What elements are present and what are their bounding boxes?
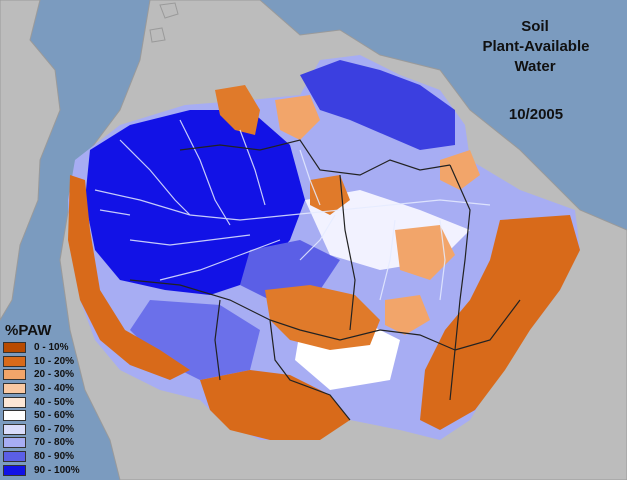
legend-item: 60 - 70% [3, 423, 113, 437]
legend-label: 20 - 30% [34, 369, 75, 381]
map-legend: %PAW 0 - 10% 10 - 20% 20 - 30% 30 - 40% … [3, 322, 113, 477]
legend-swatch [3, 437, 26, 449]
legend-item: 80 - 90% [3, 450, 113, 464]
legend-swatch [3, 342, 26, 354]
legend-swatch [3, 451, 26, 463]
dry-region-west-coast [68, 175, 190, 380]
legend-label: 30 - 40% [34, 383, 75, 395]
legend-label: 0 - 10% [34, 342, 69, 354]
dry-region-north [215, 85, 260, 135]
land-mass [0, 0, 61, 321]
wet-region-north [300, 60, 455, 150]
dry-region-south [200, 370, 350, 440]
map-title-line3: Water [514, 58, 556, 75]
island [159, 2, 179, 19]
dry-region-east [420, 215, 580, 430]
map-date: 10/2005 [508, 106, 564, 123]
legend-item: 40 - 50% [3, 395, 113, 409]
wet-region-central [240, 240, 340, 300]
dry-region-mid [395, 225, 455, 280]
legend-label: 10 - 20% [34, 355, 75, 367]
country-borders [129, 139, 521, 421]
legend-swatch [3, 464, 26, 476]
legend-item: 0 - 10% [3, 341, 113, 355]
legend-swatch [3, 383, 26, 395]
legend-swatch [3, 410, 26, 422]
river-network [94, 119, 491, 301]
legend-item: 20 - 30% [3, 368, 113, 382]
map-title-line2: Plant-Available [482, 38, 590, 55]
legend-swatch [3, 396, 26, 408]
legend-item: 30 - 40% [3, 382, 113, 396]
legend-item: 10 - 20% [3, 355, 113, 369]
legend-label: 70 - 80% [34, 437, 75, 449]
legend-item: 90 - 100% [3, 463, 113, 477]
island [149, 27, 166, 43]
legend-swatch [3, 423, 26, 435]
dry-region-north [275, 95, 320, 140]
legend-label: 80 - 90% [34, 451, 75, 463]
legend-label: 50 - 60% [34, 410, 75, 422]
legend-label: 40 - 50% [34, 396, 75, 408]
legend-swatch [3, 369, 26, 381]
legend-item: 70 - 80% [3, 436, 113, 450]
dry-region-central [265, 285, 380, 350]
dry-region-northeast [440, 150, 480, 190]
legend-item: 50 - 60% [3, 409, 113, 423]
map-title-line1: Soil [521, 18, 549, 35]
legend-swatch [3, 355, 26, 367]
legend-label: 60 - 70% [34, 423, 75, 435]
legend-label: 90 - 100% [34, 464, 80, 476]
dry-region-mid [385, 295, 430, 335]
legend-title: %PAW [5, 322, 52, 339]
